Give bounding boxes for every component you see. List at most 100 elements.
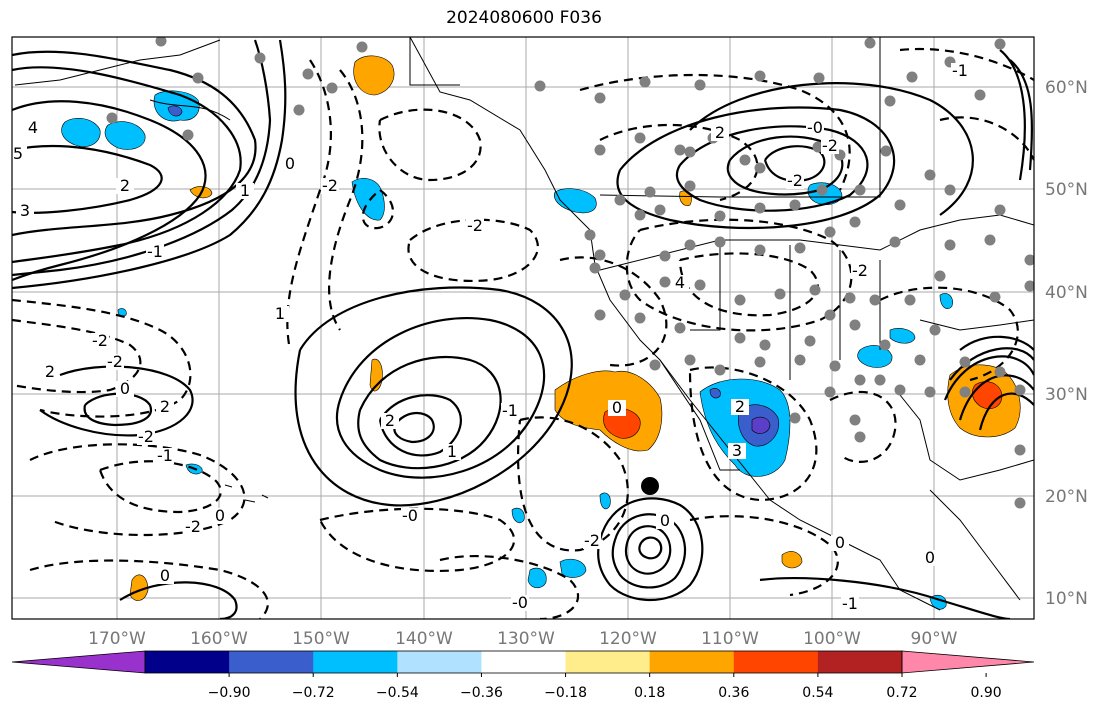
station-dot — [774, 288, 786, 300]
station-dot — [854, 431, 866, 443]
station-dot — [1024, 280, 1034, 292]
station-dot — [929, 324, 941, 336]
station-dot — [813, 72, 825, 84]
station-dot — [759, 339, 771, 351]
station-dot — [192, 72, 204, 84]
contour-label: 4 — [24, 118, 42, 137]
longitude-label: 130°W — [497, 629, 555, 649]
station-dot — [326, 82, 338, 94]
latitude-label: 50°N — [1045, 180, 1088, 200]
station-dot — [644, 186, 656, 198]
svg-text:-2: -2 — [185, 517, 201, 536]
anomaly-patch — [939, 293, 953, 309]
station-dot — [293, 104, 305, 116]
station-dot — [659, 250, 671, 262]
map-area — [12, 37, 1034, 619]
anomaly-patch — [559, 558, 587, 578]
station-dot — [754, 70, 766, 82]
svg-text:0: 0 — [612, 398, 622, 417]
svg-text:0: 0 — [660, 511, 670, 530]
contour-label: 2 — [41, 362, 59, 381]
station-dot — [789, 199, 801, 211]
svg-text:0: 0 — [160, 566, 170, 585]
svg-text:5: 5 — [13, 144, 23, 163]
contour-label: -1 — [501, 401, 519, 420]
colorbar-tick-label: 0.36 — [718, 685, 749, 701]
station-dot — [844, 292, 856, 304]
station-dot — [734, 332, 746, 344]
contour-label: 0 — [281, 154, 299, 173]
station-dot — [884, 95, 896, 107]
station-dot — [182, 129, 194, 141]
station-dot — [894, 199, 906, 211]
svg-text:0: 0 — [925, 548, 935, 567]
contour-label: -2 — [851, 261, 869, 280]
anomaly-patch — [889, 328, 916, 344]
latitude-label: 30°N — [1045, 385, 1088, 405]
contour-label: -1 — [951, 61, 969, 80]
station-dot — [734, 294, 746, 306]
station-dot — [634, 312, 646, 324]
map-frame — [11, 36, 1035, 620]
station-dot — [684, 354, 696, 366]
station-dot — [356, 41, 368, 53]
station-dot — [849, 216, 861, 228]
contour-label: 3 — [16, 201, 34, 220]
svg-text:-1: -1 — [842, 594, 858, 613]
longitude-label: 100°W — [803, 629, 861, 649]
svg-text:1: 1 — [447, 442, 457, 461]
contour-label: -2 — [137, 427, 155, 446]
station-markers — [106, 37, 1034, 509]
station-dot — [754, 356, 766, 368]
station-dot — [989, 291, 1001, 303]
anomaly-patch — [511, 507, 525, 523]
contour-label: 0 — [831, 533, 849, 552]
colorbar-segment — [313, 651, 398, 673]
station-dot — [794, 354, 806, 366]
anomaly-patch — [353, 55, 395, 96]
station-dot — [534, 80, 546, 92]
station-dot — [889, 236, 901, 248]
colorbar-extend-min — [11, 650, 146, 674]
longitude-tick-labels: 170°W 160°W 150°W 140°W 130°W 120°W 110°W 100°W… — [88, 629, 958, 649]
station-dot — [924, 169, 936, 181]
station-dot — [594, 92, 606, 104]
station-dot — [594, 309, 606, 321]
station-dot — [634, 209, 646, 221]
contour-label: -0 — [806, 118, 824, 137]
station-dot — [619, 289, 631, 301]
latitude-label: 40°N — [1045, 283, 1088, 303]
longitude-label: 160°W — [190, 629, 248, 649]
svg-text:0: 0 — [835, 533, 845, 552]
svg-text:3: 3 — [732, 441, 742, 460]
colorbar-tick-label: 0.72 — [886, 685, 917, 701]
colorbar-extend-max — [901, 650, 1035, 674]
station-dot — [894, 384, 906, 396]
station-dot — [944, 239, 956, 251]
station-dot — [804, 335, 816, 347]
station-dot — [1014, 444, 1026, 456]
anomaly-patch — [167, 105, 183, 117]
contour-label: 3 — [728, 441, 746, 460]
station-dot — [914, 354, 926, 366]
station-dot — [754, 202, 766, 214]
station-dot — [984, 234, 996, 246]
anomaly-patch — [781, 551, 803, 569]
colorbar-segment — [481, 651, 567, 673]
svg-text:-2: -2 — [322, 176, 338, 195]
svg-text:-0: -0 — [512, 593, 528, 612]
svg-text:-2: -2 — [584, 531, 600, 550]
longitude-label: 110°W — [701, 629, 759, 649]
station-dot — [794, 242, 806, 254]
station-dot — [934, 270, 946, 282]
contour-label: 0 — [211, 506, 229, 525]
station-dot — [824, 226, 836, 238]
contour-label: -2 — [184, 517, 202, 536]
contour-label: -2 — [786, 171, 804, 190]
colorbar-tick-labels: −0.90 −0.72 −0.54 −0.36 −0.18 0.18 0.36 0.54 0.7… — [208, 673, 1002, 701]
svg-text:-1: -1 — [147, 242, 163, 261]
colorbar-segment — [649, 651, 735, 673]
station-dot — [674, 322, 686, 334]
contour-label: -0 — [511, 593, 529, 612]
